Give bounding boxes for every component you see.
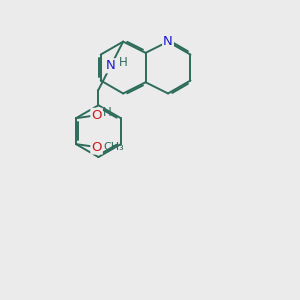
Text: O: O	[91, 141, 102, 154]
Text: H: H	[119, 56, 128, 69]
Text: N: N	[106, 59, 116, 72]
Text: O: O	[91, 109, 102, 122]
Text: N: N	[163, 35, 173, 48]
Text: H: H	[103, 106, 112, 119]
Text: CH₃: CH₃	[103, 142, 124, 152]
